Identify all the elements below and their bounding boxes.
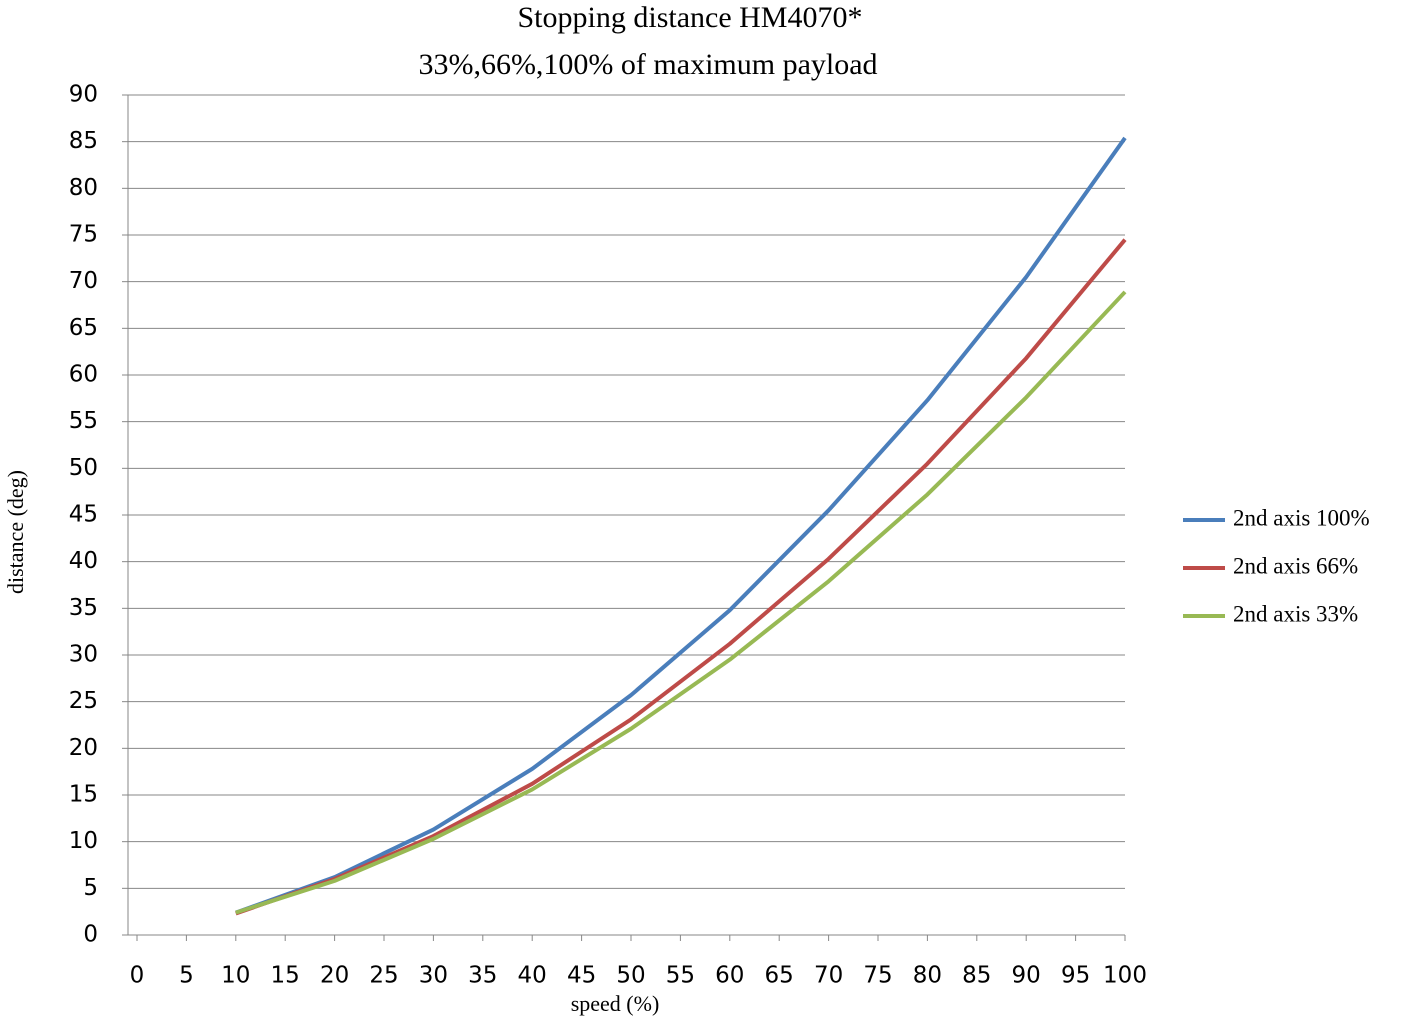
y-tick-label: 70 — [69, 268, 98, 294]
y-tick-label: 60 — [69, 362, 98, 388]
data-line — [235, 136, 1127, 915]
x-tick-label: 10 — [221, 963, 250, 989]
y-tick-label: 10 — [69, 828, 98, 854]
x-tick-label: 5 — [179, 963, 194, 989]
x-tick-label: 80 — [913, 963, 942, 989]
x-tick-label: 35 — [468, 963, 497, 989]
y-tick-label: 30 — [69, 642, 98, 668]
y-tick-label: 50 — [69, 455, 98, 481]
x-tick-label: 20 — [320, 963, 349, 989]
y-tick-label: 55 — [69, 408, 98, 434]
legend-label: 2nd axis 100% — [1233, 505, 1370, 530]
y-tick-label: 15 — [69, 782, 98, 808]
y-axis-label: distance (deg) — [3, 470, 28, 594]
y-tick-label: 90 — [69, 82, 98, 108]
y-tick-label: 45 — [69, 502, 98, 528]
y-tick-label: 5 — [83, 875, 98, 901]
y-tick-label: 75 — [69, 222, 98, 248]
data-line — [235, 290, 1127, 915]
x-tick-label: 55 — [666, 963, 695, 989]
x-axis-label: speed (%) — [571, 991, 660, 1016]
x-tick-label: 90 — [1012, 963, 1041, 989]
chart-subtitle: 33%,66%,100% of maximum payload — [418, 48, 877, 81]
y-tick-label: 25 — [69, 688, 98, 714]
y-tick-label: 0 — [83, 922, 98, 948]
chart-title: Stopping distance HM4070* — [518, 1, 863, 34]
x-tick-label: 40 — [518, 963, 547, 989]
y-tick-label: 35 — [69, 595, 98, 621]
y-tick-label: 85 — [69, 128, 98, 154]
x-tick-label: 85 — [962, 963, 991, 989]
x-tick-label: 30 — [419, 963, 448, 989]
x-tick-label: 70 — [814, 963, 843, 989]
x-tick-label: 25 — [369, 963, 398, 989]
legend-label: 2nd axis 66% — [1233, 553, 1358, 578]
x-tick-label: 65 — [765, 963, 794, 989]
x-tick-label: 75 — [863, 963, 892, 989]
legend-label: 2nd axis 33% — [1233, 601, 1358, 626]
y-tick-label: 80 — [69, 175, 98, 201]
x-tick-label: 95 — [1061, 963, 1090, 989]
x-tick-label: 15 — [271, 963, 300, 989]
x-tick-label: 50 — [616, 963, 645, 989]
y-tick-label: 65 — [69, 315, 98, 341]
x-tick-label: 45 — [567, 963, 596, 989]
y-tick-label: 20 — [69, 735, 98, 761]
x-tick-label: 100 — [1103, 963, 1147, 989]
data-line — [235, 238, 1127, 916]
x-tick-label: 0 — [130, 963, 145, 989]
x-tick-label: 60 — [715, 963, 744, 989]
y-tick-label: 40 — [69, 548, 98, 574]
